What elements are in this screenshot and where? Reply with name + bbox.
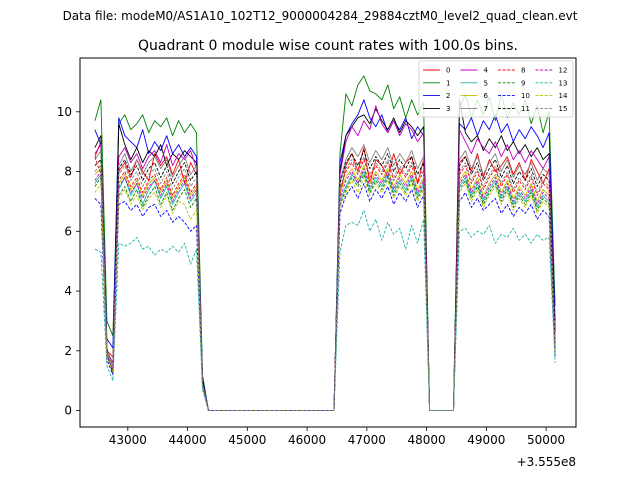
legend-label: 13 (559, 79, 568, 87)
legend-label: 7 (484, 105, 488, 113)
legend-label: 15 (559, 105, 568, 113)
y-axis: 0 2 4 6 8 10 (57, 105, 80, 418)
x-axis: 43000 44000 45000 46000 47000 48000 49000 50000 (109, 427, 565, 447)
legend-label: 12 (559, 67, 568, 75)
legend-label: 3 (446, 105, 450, 113)
legend-label: 1 (446, 79, 450, 87)
y-tick-label: 10 (57, 105, 72, 119)
legend-frame (418, 60, 574, 118)
y-tick-label: 6 (64, 224, 72, 238)
y-tick-label: 0 (64, 404, 72, 418)
legend-label: 10 (521, 92, 530, 100)
series-line-15 (94, 156, 556, 412)
x-tick-label: 49000 (467, 433, 505, 447)
legend-label: 2 (446, 92, 450, 100)
chart-title: Quadrant 0 module wise count rates with … (138, 38, 518, 54)
x-tick-label: 45000 (228, 433, 266, 447)
plot-frame (79, 57, 577, 428)
legend-label: 14 (559, 92, 568, 100)
legend-label: 6 (484, 92, 489, 100)
legend-label: 11 (521, 105, 530, 113)
legend-label: 8 (521, 67, 525, 75)
x-offset-label: +3.555e8 (517, 455, 576, 469)
x-tick-label: 46000 (288, 433, 326, 447)
legend-label: 5 (484, 79, 488, 87)
y-tick-label: 8 (64, 165, 72, 179)
x-tick-label: 50000 (527, 433, 565, 447)
x-tick-label: 47000 (348, 433, 386, 447)
x-tick-label: 43000 (109, 433, 147, 447)
series-layer (94, 75, 556, 412)
y-tick-label: 4 (64, 284, 72, 298)
legend-label: 0 (446, 67, 450, 75)
x-tick-label: 48000 (408, 433, 446, 447)
legend-label: 9 (521, 79, 525, 87)
series-line-10 (94, 183, 556, 412)
figure-suptitle: Data file: modeM0/AS1A10_102T12_90000042… (63, 9, 578, 23)
y-tick-label: 2 (64, 344, 72, 358)
x-tick-label: 44000 (168, 433, 206, 447)
legend-label: 4 (484, 67, 489, 75)
